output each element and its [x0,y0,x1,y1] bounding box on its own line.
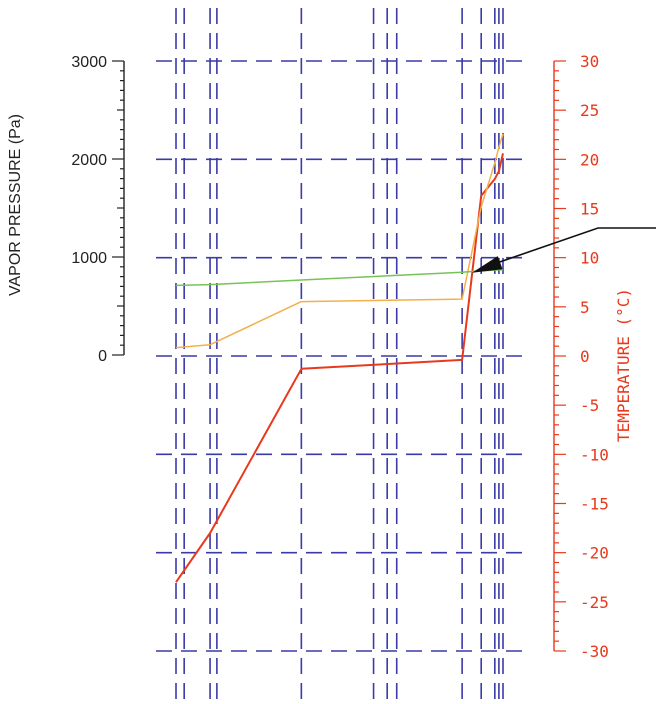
vapor-pressure-tick-label: 2000 [71,152,107,169]
temperature-tick-label: 0 [580,347,590,366]
annotation-arrow-line [485,227,656,268]
temperature-tick-label: 5 [580,298,590,317]
horizontal-gridlines [156,60,523,652]
temperature-tick-label: -5 [580,396,599,415]
vapor-pressure-tick-label: 0 [98,348,107,365]
saturation-vapor-pressure-line [175,269,503,287]
temperature-tick-label: 25 [580,101,599,120]
vapor-pressure-line [175,133,504,349]
layer-boundary-gridlines [175,8,504,700]
vapor-pressure-tick-label: 1000 [71,250,107,267]
temperature-tick-label: 20 [580,150,599,169]
temperature-axis: 30 25 20 15 10 5 0 -5 -10 -15 -20 -25 -30 [553,52,609,661]
temperature-tick-label: -25 [580,593,609,612]
vapor-pressure-axis: 0 1000 2000 3000 [71,54,125,365]
temperature-tick-label: -10 [580,445,609,464]
temperature-tick-label: -20 [580,544,609,563]
annotation-layer [471,227,656,273]
series-layer [175,133,504,583]
temperature-line [175,153,504,583]
temperature-tick-label: 15 [580,200,599,219]
temperature-tick-label: -30 [580,642,609,661]
temperature-tick-label: 30 [580,52,599,71]
temperature-tick-label: -15 [580,495,609,514]
temperature-axis-title: TEMPERATURE (°C) [614,288,633,442]
annotation-arrowhead [471,256,503,273]
vapor-pressure-axis-title: VAPOR PRESSURE (Pa) [7,114,24,296]
temperature-tick-label: 10 [580,249,599,268]
vapor-pressure-tick-label: 3000 [71,54,107,71]
